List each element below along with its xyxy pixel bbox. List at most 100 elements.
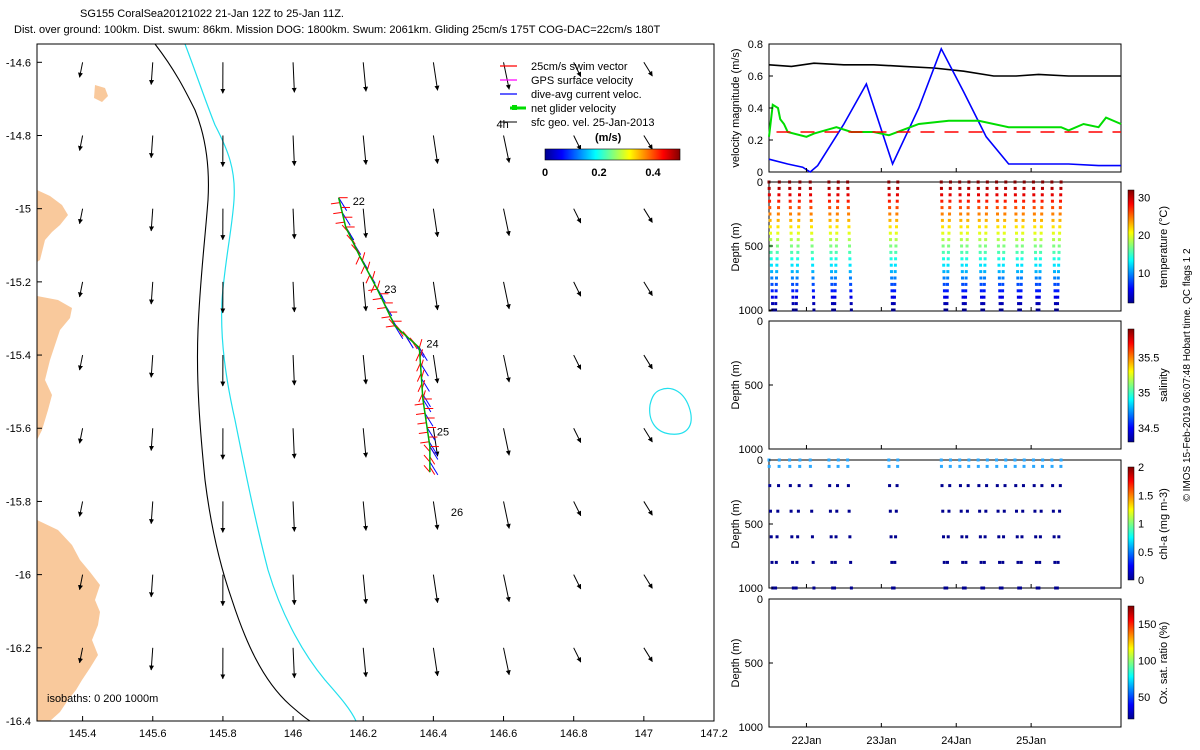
profile-sample-point bbox=[960, 244, 964, 248]
legend-item-swim: 25cm/s swim vector bbox=[500, 61, 628, 73]
profile-sample-point bbox=[889, 244, 893, 248]
profile-sample-point bbox=[942, 560, 946, 564]
geo-velocity-arrow bbox=[643, 281, 653, 297]
salinity-panel-frame bbox=[768, 320, 1122, 450]
geo-velocity-arrow bbox=[78, 354, 84, 371]
profile-sample-point bbox=[995, 193, 999, 197]
profile-sample-point bbox=[788, 193, 792, 197]
profile-sample-point bbox=[810, 238, 814, 242]
geo-velocity-arrow bbox=[643, 62, 653, 77]
profile-sample-point bbox=[997, 250, 1001, 254]
profile-sample-point bbox=[794, 302, 798, 306]
profile-sample-point bbox=[847, 231, 851, 235]
profile-sample-point bbox=[1002, 535, 1006, 539]
profile-sample-point bbox=[964, 270, 968, 274]
profile-sample-point bbox=[940, 199, 944, 203]
geo-velocity-arrow bbox=[573, 501, 582, 517]
profile-sample-point bbox=[774, 302, 778, 306]
profile-sample-point bbox=[958, 186, 962, 190]
profile-sample-point bbox=[995, 484, 999, 488]
dac-vector bbox=[421, 378, 430, 392]
map-y-tick-label: -16.4 bbox=[6, 716, 31, 728]
profile-sample-point bbox=[1032, 484, 1036, 488]
profile-sample-point bbox=[889, 250, 893, 254]
profile-sample-point bbox=[791, 560, 795, 564]
profile-sample-point bbox=[941, 244, 945, 248]
profile-sample-point bbox=[798, 180, 802, 184]
geo-velocity-arrow bbox=[713, 355, 714, 356]
profile-sample-point bbox=[770, 289, 774, 293]
profile-sample-point bbox=[948, 206, 952, 210]
profile-sample-point bbox=[1040, 199, 1044, 203]
profile-sample-point bbox=[1019, 276, 1023, 280]
profile-sample-point bbox=[948, 186, 952, 190]
swim-vector bbox=[372, 297, 382, 301]
velocity-panel: velocity magnitude (m/s) bbox=[730, 43, 1122, 173]
map-x-tick-label: 146.2 bbox=[349, 728, 377, 740]
profile-sample-point bbox=[1020, 270, 1024, 274]
geo-velocity-arrow bbox=[573, 208, 582, 224]
profile-sample-point bbox=[945, 295, 949, 299]
profile-sample-point bbox=[846, 199, 850, 203]
geo-velocity-arrow bbox=[432, 428, 440, 457]
time-x-tick-label: 23Jan bbox=[866, 735, 896, 747]
profile-sample-point bbox=[1052, 257, 1056, 261]
profile-sample-point bbox=[979, 276, 983, 280]
geo-velocity-arrow bbox=[149, 208, 155, 232]
profile-sample-point bbox=[998, 560, 1002, 564]
profile-sample-point bbox=[849, 308, 853, 312]
dac-vector bbox=[428, 441, 438, 456]
temperature-ylabel: Depth (m) bbox=[730, 223, 742, 272]
profile-sample-point bbox=[967, 186, 971, 190]
profile-sample-point bbox=[833, 276, 837, 280]
profile-sample-point bbox=[942, 289, 946, 293]
profile-sample-point bbox=[1000, 302, 1004, 306]
profile-sample-point bbox=[945, 282, 949, 286]
oxygen-colorbar-label: Ox. sat. ratio (%) bbox=[1158, 622, 1170, 705]
profile-sample-point bbox=[893, 263, 897, 267]
depth-y-tick-label: 1000 bbox=[739, 305, 763, 317]
oxygen-panel: Depth (m) Ox. sat. ratio (%) bbox=[730, 598, 1170, 728]
profile-sample-point bbox=[948, 458, 952, 462]
profile-sample-point bbox=[976, 180, 980, 184]
profile-sample-point bbox=[849, 586, 853, 590]
map-x-tick-label: 145.6 bbox=[139, 728, 167, 740]
profile-sample-point bbox=[1050, 193, 1054, 197]
profile-sample-point bbox=[1014, 484, 1018, 488]
profile-sample-point bbox=[959, 238, 963, 242]
profile-sample-point bbox=[1050, 180, 1054, 184]
profile-sample-point bbox=[959, 212, 963, 216]
profile-sample-point bbox=[1040, 218, 1044, 222]
profile-sample-point bbox=[836, 199, 840, 203]
geo-velocity-arrow bbox=[362, 62, 369, 92]
velocity-series-line bbox=[768, 103, 1122, 138]
profile-sample-point bbox=[959, 509, 963, 513]
swim-vector bbox=[417, 422, 427, 425]
map-legend: 25cm/s swim vector GPS surface velocity … bbox=[500, 61, 681, 179]
profile-sample-point bbox=[1014, 509, 1018, 513]
profile-sample-point bbox=[1055, 586, 1059, 590]
depth-y-tick-label: 0 bbox=[757, 177, 763, 189]
geostrophic-velocity-arrows bbox=[78, 62, 714, 721]
profile-sample-point bbox=[995, 206, 999, 210]
geo-velocity-arrow bbox=[503, 62, 511, 90]
profile-sample-point bbox=[1037, 295, 1041, 299]
profile-sample-point bbox=[888, 206, 892, 210]
geo-velocity-arrow bbox=[362, 355, 369, 385]
velocity-colorbar bbox=[544, 148, 681, 161]
profile-sample-point bbox=[964, 289, 968, 293]
depth-y-tick-label: 0 bbox=[757, 594, 763, 606]
profile-sample-point bbox=[948, 199, 952, 203]
geo-velocity-arrow bbox=[573, 428, 582, 443]
geo-velocity-arrow bbox=[78, 135, 84, 151]
profile-sample-point bbox=[835, 218, 839, 222]
profile-sample-point bbox=[1032, 193, 1036, 197]
profile-sample-point bbox=[777, 458, 781, 462]
profile-sample-point bbox=[983, 535, 987, 539]
velocity-y-tick-label: 0.6 bbox=[748, 71, 763, 83]
profile-sample-point bbox=[946, 270, 950, 274]
profile-sample-point bbox=[966, 199, 970, 203]
profile-sample-point bbox=[1053, 295, 1057, 299]
profile-sample-point bbox=[788, 484, 792, 488]
